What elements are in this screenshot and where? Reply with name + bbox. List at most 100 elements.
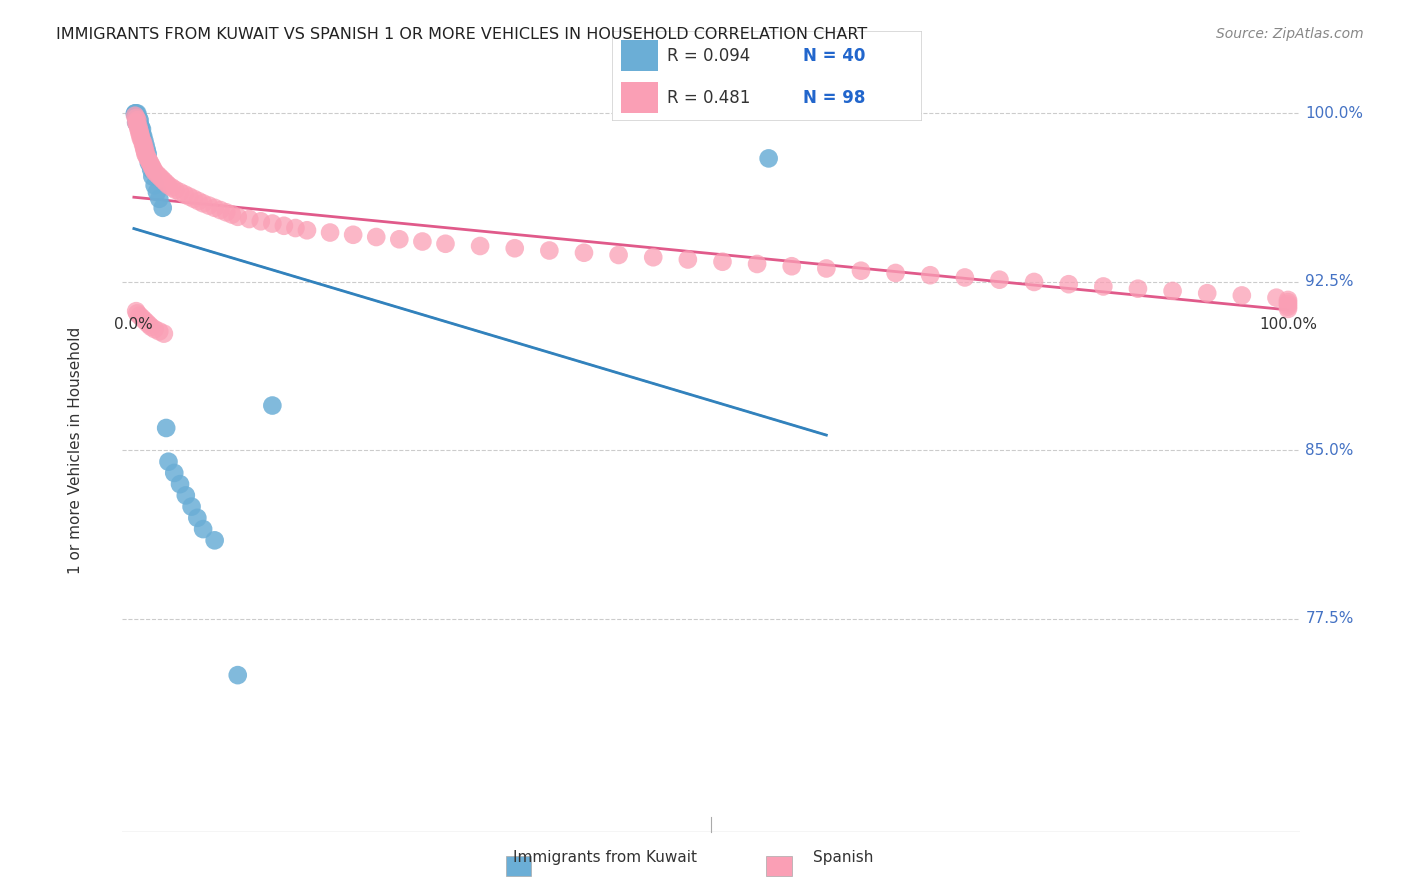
Text: R = 0.481: R = 0.481 bbox=[668, 89, 751, 107]
Point bbox=[1277, 300, 1299, 314]
Point bbox=[127, 306, 149, 320]
Point bbox=[141, 169, 163, 184]
Point bbox=[129, 131, 152, 145]
Point bbox=[160, 180, 183, 194]
Point bbox=[815, 261, 838, 276]
Point bbox=[155, 176, 177, 190]
Point bbox=[124, 109, 146, 123]
Point bbox=[139, 156, 162, 170]
Point bbox=[953, 270, 976, 285]
Point bbox=[745, 257, 768, 271]
Point bbox=[125, 111, 148, 125]
Point bbox=[127, 109, 149, 123]
Point bbox=[148, 192, 170, 206]
Point bbox=[138, 156, 160, 170]
Point bbox=[153, 174, 176, 188]
Point bbox=[1230, 288, 1253, 302]
Point bbox=[250, 214, 273, 228]
Point bbox=[132, 136, 155, 150]
Point bbox=[186, 511, 208, 525]
Point bbox=[262, 217, 284, 231]
Point bbox=[143, 178, 166, 193]
Point bbox=[262, 399, 284, 413]
Point bbox=[1277, 295, 1299, 310]
Point bbox=[198, 198, 221, 212]
Text: Source: ZipAtlas.com: Source: ZipAtlas.com bbox=[1216, 27, 1364, 41]
Point bbox=[169, 185, 191, 199]
Point bbox=[204, 201, 226, 215]
Point bbox=[165, 183, 187, 197]
Text: 0.0%: 0.0% bbox=[114, 317, 153, 332]
Point bbox=[676, 252, 699, 267]
Point bbox=[607, 248, 630, 262]
Point bbox=[127, 118, 149, 132]
Point bbox=[132, 128, 155, 143]
Point bbox=[434, 236, 457, 251]
Point bbox=[1277, 301, 1299, 316]
Point bbox=[572, 245, 595, 260]
Point bbox=[143, 322, 166, 336]
Point bbox=[138, 153, 160, 168]
Text: 100.0%: 100.0% bbox=[1305, 106, 1364, 121]
Point bbox=[127, 111, 149, 125]
Point bbox=[319, 226, 342, 240]
Point bbox=[128, 127, 150, 141]
Point bbox=[125, 304, 148, 318]
Point bbox=[141, 162, 163, 177]
Point bbox=[191, 522, 214, 536]
Point bbox=[125, 106, 148, 120]
Point bbox=[1092, 279, 1115, 293]
Point bbox=[1057, 277, 1080, 292]
Point bbox=[134, 133, 156, 147]
Point bbox=[780, 259, 803, 273]
Point bbox=[124, 106, 146, 120]
Point bbox=[128, 113, 150, 128]
Point bbox=[132, 137, 155, 152]
Point bbox=[131, 133, 153, 147]
Text: 85.0%: 85.0% bbox=[1305, 443, 1354, 458]
Point bbox=[134, 142, 156, 156]
Point bbox=[180, 500, 202, 514]
Point bbox=[134, 140, 156, 154]
Point bbox=[131, 127, 153, 141]
Point bbox=[127, 106, 149, 120]
Text: 1 or more Vehicles in Household: 1 or more Vehicles in Household bbox=[67, 326, 83, 574]
Point bbox=[129, 120, 152, 134]
Text: Spanish: Spanish bbox=[814, 850, 873, 865]
Point bbox=[141, 158, 163, 172]
Point bbox=[128, 118, 150, 132]
Point bbox=[366, 230, 388, 244]
Point bbox=[1022, 275, 1045, 289]
Point bbox=[143, 165, 166, 179]
Point bbox=[135, 142, 157, 156]
Point bbox=[157, 178, 180, 193]
Point bbox=[503, 241, 526, 255]
Point bbox=[411, 235, 433, 249]
Point bbox=[142, 162, 165, 177]
Point bbox=[342, 227, 364, 242]
Point bbox=[988, 273, 1011, 287]
Point bbox=[131, 310, 153, 325]
Point bbox=[538, 244, 561, 258]
Point bbox=[135, 149, 157, 163]
Point bbox=[191, 196, 214, 211]
Point bbox=[146, 167, 169, 181]
Point bbox=[1277, 293, 1299, 307]
Point bbox=[127, 113, 149, 128]
Point bbox=[643, 250, 665, 264]
Point bbox=[215, 205, 238, 219]
Point bbox=[187, 194, 209, 208]
Point bbox=[226, 668, 249, 682]
Text: 77.5%: 77.5% bbox=[1305, 611, 1354, 626]
Point bbox=[1277, 297, 1299, 311]
Point bbox=[163, 466, 186, 480]
Point bbox=[273, 219, 295, 233]
Text: 92.5%: 92.5% bbox=[1305, 275, 1354, 290]
Point bbox=[169, 477, 191, 491]
Point bbox=[136, 152, 159, 166]
Point bbox=[127, 115, 149, 129]
Point bbox=[226, 210, 249, 224]
Point bbox=[128, 309, 150, 323]
Point bbox=[711, 254, 734, 268]
Point bbox=[1161, 284, 1184, 298]
